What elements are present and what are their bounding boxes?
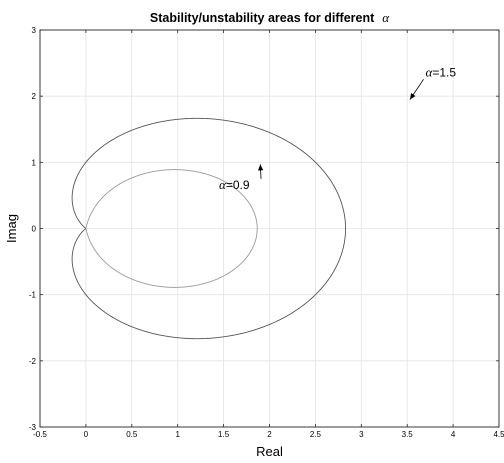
y-tick-label: -3 [29, 423, 37, 432]
y-tick-label: 0 [32, 225, 37, 234]
x-tick-label: 4.5 [493, 430, 504, 439]
y-tick-label: 3 [32, 26, 37, 35]
curve-annotation: α=1.5 [426, 64, 457, 79]
boundary-curves [71, 117, 346, 340]
x-tick-label: 4 [451, 430, 456, 439]
boundary-curve-alpha-0-9 [85, 169, 258, 288]
x-tick-label: 1.5 [218, 430, 230, 439]
chart-title-symbol: α [382, 10, 390, 25]
x-tick-label: -0.5 [33, 430, 47, 439]
x-axis-label: Real [256, 444, 283, 459]
annotation-symbol: α [426, 64, 434, 79]
curve-annotation: α=0.9 [219, 177, 250, 192]
x-tick-label: 2 [267, 430, 272, 439]
x-tick-label: 2.5 [310, 430, 322, 439]
annotation-arrowhead [258, 164, 264, 171]
x-tick-label: 1 [175, 430, 180, 439]
x-tick-label: 3.5 [402, 430, 414, 439]
y-tick-label: -2 [29, 357, 37, 366]
annotation-symbol: α [219, 177, 227, 192]
annotation-arrowhead [409, 93, 416, 100]
x-axis-ticks: -0.5 0 0.5 1 1.5 2 2.5 3 3.5 4 4.5 [33, 30, 504, 439]
chart-title-text: Stability/unstability areas for differen… [150, 11, 375, 25]
y-axis-label: Imag [4, 214, 19, 243]
x-tick-label: 0 [84, 430, 89, 439]
y-tick-label: 1 [32, 158, 37, 167]
annotations: α=1.5α=0.9 [219, 64, 456, 191]
annotation-value: =0.9 [226, 178, 250, 192]
y-tick-label: 2 [32, 92, 37, 101]
annotation-value: =1.5 [432, 65, 456, 79]
x-tick-label: 0.5 [126, 430, 138, 439]
y-tick-label: -1 [29, 291, 37, 300]
chart-title: Stability/unstability areas for differen… [150, 9, 390, 26]
x-tick-label: 3 [359, 430, 364, 439]
grid [39, 29, 500, 428]
y-axis-ticks: -3 -2 -1 0 1 2 3 [29, 26, 499, 432]
